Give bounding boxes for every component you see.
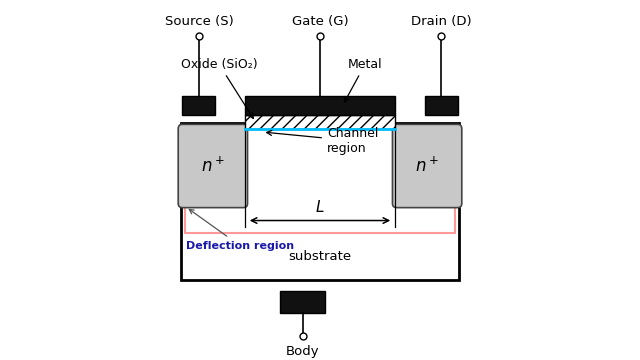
Text: Gate (G): Gate (G) — [292, 14, 348, 27]
FancyBboxPatch shape — [392, 124, 462, 208]
Text: $n^+$: $n^+$ — [415, 156, 439, 176]
Text: $n^+$: $n^+$ — [201, 156, 225, 176]
Bar — [182, 96, 216, 115]
Bar — [245, 115, 395, 129]
FancyBboxPatch shape — [178, 124, 248, 208]
Bar — [280, 291, 325, 313]
Text: Metal: Metal — [344, 58, 383, 102]
Text: Oxide (SiO₂): Oxide (SiO₂) — [180, 58, 257, 118]
Text: Drain (D): Drain (D) — [411, 14, 472, 27]
Text: Body: Body — [286, 345, 319, 357]
Text: $L$: $L$ — [316, 199, 324, 215]
Bar — [185, 126, 455, 233]
Bar — [180, 123, 460, 280]
Bar — [245, 96, 395, 115]
Text: substrate: substrate — [289, 250, 351, 263]
Text: Source (S): Source (S) — [164, 14, 234, 27]
Text: Channel
region: Channel region — [267, 127, 378, 155]
Text: Deflection region: Deflection region — [186, 210, 294, 251]
Bar — [424, 96, 458, 115]
